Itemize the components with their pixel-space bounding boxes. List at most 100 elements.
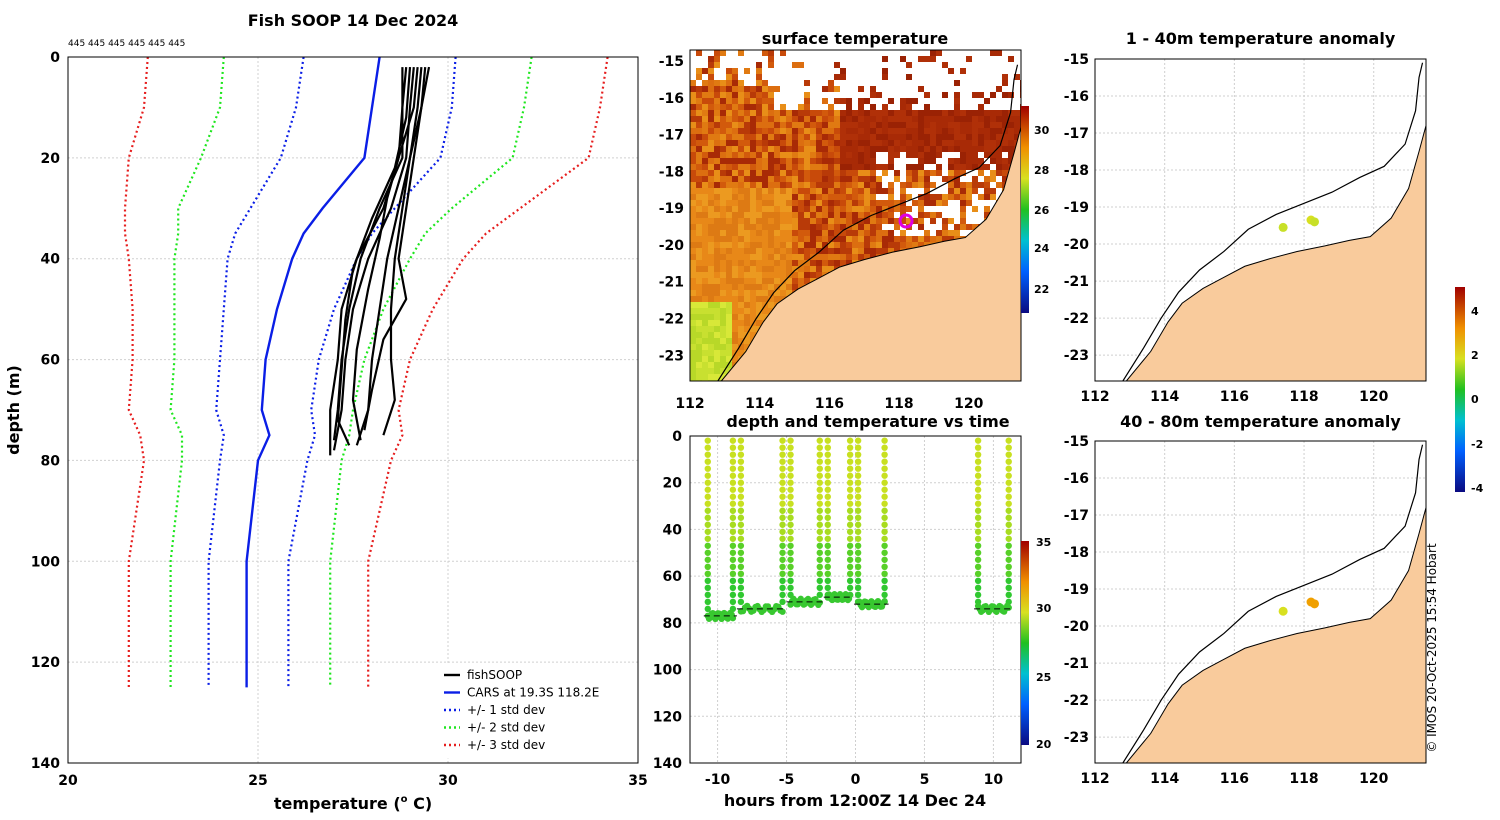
measurement-point <box>729 444 737 451</box>
sst-cell <box>822 266 828 272</box>
sst-cell <box>774 284 780 290</box>
sst-cell <box>720 176 726 182</box>
sst-cell <box>738 50 744 56</box>
measurement-point <box>974 486 982 493</box>
sst-cell <box>756 98 762 104</box>
sst-cell <box>726 230 732 236</box>
sst-cell <box>732 206 738 212</box>
sst-cell <box>732 182 738 188</box>
sst-cell <box>816 158 822 164</box>
sst-cell <box>966 158 972 164</box>
sst-cell <box>690 116 696 122</box>
measurement-point <box>729 507 737 514</box>
sst-cell <box>708 128 714 134</box>
sst-cell <box>702 314 708 320</box>
sst-cell <box>954 104 960 110</box>
sst-cell <box>846 110 852 116</box>
sst-cell <box>912 146 918 152</box>
sst-cell <box>846 146 852 152</box>
shelf-contour <box>717 64 1019 381</box>
x-tick-label: 116 <box>1220 389 1249 405</box>
sst-cell <box>720 290 726 296</box>
chart-title: 40 - 80m temperature anomaly <box>1120 412 1401 431</box>
x-tick-label: 114 <box>745 396 774 412</box>
sst-cell <box>930 116 936 122</box>
sst-cell <box>702 338 708 344</box>
sst-cell <box>708 242 714 248</box>
sst-cell <box>690 260 696 266</box>
measurement-point <box>704 563 711 570</box>
sst-cell <box>786 158 792 164</box>
y-tick-label: 40 <box>663 522 683 538</box>
sst-cell <box>744 320 750 326</box>
sst-cell <box>834 134 840 140</box>
sst-cell <box>726 80 732 86</box>
sst-cell <box>696 116 702 122</box>
sst-cell <box>870 128 876 134</box>
sst-cell <box>852 152 858 158</box>
sst-cell <box>786 278 792 284</box>
sst-cell <box>738 152 744 158</box>
sst-cell <box>894 116 900 122</box>
sst-cell <box>756 224 762 230</box>
sst-cell <box>762 134 768 140</box>
sst-cell <box>714 158 720 164</box>
sst-cell <box>918 128 924 134</box>
sst-cell <box>786 188 792 194</box>
sst-cell <box>744 278 750 284</box>
sst-cell <box>696 350 702 356</box>
sst-cell <box>864 176 870 182</box>
sst-cell <box>804 164 810 170</box>
sst-cell <box>714 164 720 170</box>
sst-cell <box>732 278 738 284</box>
sst-cell <box>738 170 744 176</box>
measurement-point <box>974 472 982 479</box>
sst-cell <box>1002 74 1008 80</box>
sst-cell <box>828 170 834 176</box>
sst-cell <box>936 230 942 236</box>
sst-cell <box>774 134 780 140</box>
sst-cell <box>702 320 708 326</box>
sst-cell <box>942 122 948 128</box>
sst-cell <box>918 200 924 206</box>
sst-cell <box>828 200 834 206</box>
sst-cell <box>696 302 702 308</box>
sst-cell <box>792 188 798 194</box>
sst-cell <box>702 200 708 206</box>
measurement-point <box>974 507 982 514</box>
x-tick-label: 120 <box>1359 771 1388 787</box>
sst-cell <box>744 188 750 194</box>
sst-cell <box>846 164 852 170</box>
sst-cell <box>960 134 966 140</box>
measurement-point <box>974 591 982 599</box>
sst-cell <box>690 194 696 200</box>
sst-cell <box>750 296 756 302</box>
sst-cell <box>696 314 702 320</box>
sst-cell <box>804 188 810 194</box>
sst-cell <box>942 146 948 152</box>
sst-cell <box>714 146 720 152</box>
sst-cell <box>852 188 858 194</box>
sst-cell <box>750 278 756 284</box>
x-tick-label: 30 <box>438 773 458 789</box>
sst-cell <box>882 140 888 146</box>
sst-cell <box>768 296 774 302</box>
series-line--2 <box>169 56 225 688</box>
measurement-point <box>846 458 854 465</box>
sst-cell <box>966 194 972 200</box>
sst-cell <box>804 152 810 158</box>
sst-cell <box>924 134 930 140</box>
sst-cell <box>924 170 930 176</box>
sst-cell <box>996 170 1002 176</box>
sst-cell <box>792 122 798 128</box>
sst-cell <box>912 242 918 248</box>
sst-cell <box>960 68 966 74</box>
sst-cell <box>906 218 912 224</box>
sst-cell <box>762 140 768 146</box>
sst-cell <box>708 92 714 98</box>
y-tick-label: 40 <box>41 252 61 268</box>
sst-cell <box>768 188 774 194</box>
sst-cell <box>696 278 702 284</box>
sst-cell <box>696 158 702 164</box>
sst-cell <box>840 170 846 176</box>
